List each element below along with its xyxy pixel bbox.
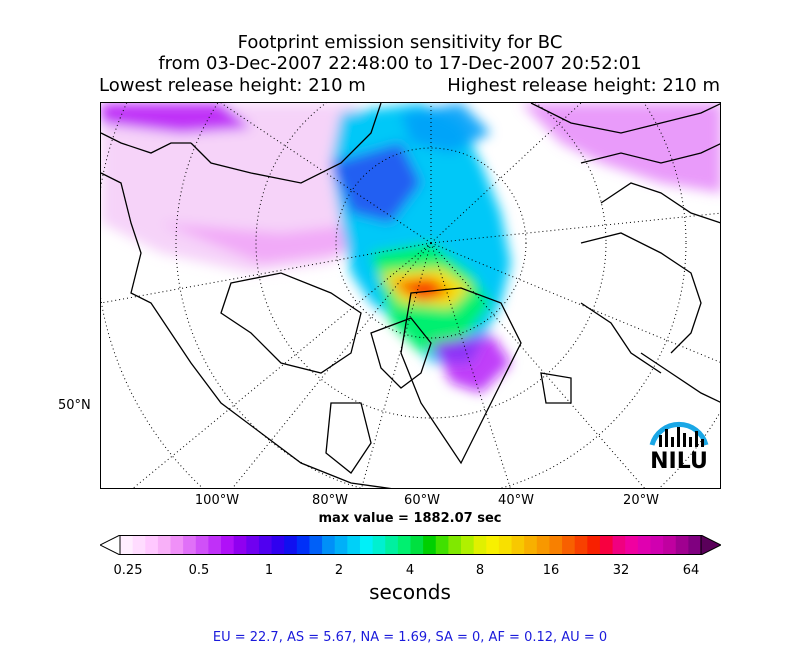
colorbar-min-arrow: [100, 535, 121, 555]
max-value-label: max value = 1882.07 sec: [318, 511, 502, 526]
colorbar-swatch: [612, 535, 626, 555]
colorbar-tick: 32: [612, 563, 630, 578]
nilu-logo: [649, 421, 709, 447]
lon-label-100w: 100°W: [194, 493, 240, 508]
colorbar-swatch: [599, 535, 614, 555]
nilu-logo-text: NILU: [650, 449, 708, 474]
colorbar-swatch: [233, 535, 247, 555]
lon-label-40w: 40°W: [498, 493, 534, 508]
colorbar-swatch: [183, 535, 197, 555]
footprint-map: NILU: [100, 102, 721, 489]
colorbar-swatch: [385, 535, 399, 555]
colorbar-swatch: [195, 535, 209, 555]
colorbar-swatch: [498, 535, 513, 555]
colorbar-swatch: [435, 535, 449, 555]
colorbar-swatch: [221, 535, 235, 555]
colorbar-tick: 0.5: [188, 563, 210, 578]
colorbar-tick: 1: [264, 563, 274, 578]
colorbar: [100, 535, 721, 555]
colorbar-swatch: [524, 535, 538, 555]
lon-label-20w: 20°W: [623, 493, 659, 508]
colorbar-swatch: [448, 535, 462, 555]
colorbar-unit: seconds: [369, 580, 451, 604]
colorbar-swatch: [246, 535, 260, 555]
colorbar-swatch: [688, 535, 702, 555]
lowest-release-height: Lowest release height: 210 m: [99, 75, 366, 96]
colorbar-swatch: [145, 535, 159, 555]
lon-label-80w: 80°W: [312, 493, 348, 508]
colorbar-swatch: [650, 535, 664, 555]
colorbar-swatch: [359, 535, 374, 555]
colorbar-swatch: [157, 535, 172, 555]
colorbar-swatch: [397, 535, 411, 555]
colorbar-swatch: [536, 535, 550, 555]
colorbar-swatch: [309, 535, 323, 555]
colorbar-swatch: [511, 535, 525, 555]
colorbar-swatch: [473, 535, 487, 555]
colorbar-swatch: [208, 535, 222, 555]
colorbar-swatch: [637, 535, 651, 555]
colorbar-swatch: [663, 535, 677, 555]
colorbar-swatch: [120, 535, 134, 555]
colorbar-swatch: [461, 535, 475, 555]
colorbar-tick: 2: [334, 563, 344, 578]
colorbar-swatch: [574, 535, 588, 555]
colorbar-tick: 8: [475, 563, 485, 578]
highest-release-height: Highest release height: 210 m: [447, 75, 720, 96]
colorbar-tick: 0.25: [113, 563, 143, 578]
coastlines: [101, 103, 720, 488]
colorbar-swatch: [284, 535, 298, 555]
colorbar-swatch: [170, 535, 184, 555]
map-canvas: [101, 103, 720, 488]
colorbar-tick: 4: [405, 563, 415, 578]
colorbar-swatch: [549, 535, 563, 555]
colorbar-swatch: [132, 535, 146, 555]
colorbar-swatch: [562, 535, 576, 555]
colorbar-swatch: [486, 535, 500, 555]
colorbar-swatch: [410, 535, 424, 555]
colorbar-swatch: [258, 535, 273, 555]
graticule: [101, 103, 720, 488]
region-contributions: EU = 22.7, AS = 5.67, NA = 1.69, SA = 0,…: [212, 630, 608, 645]
lon-label-60w: 60°W: [404, 493, 440, 508]
title-line-2: from 03-Dec-2007 22:48:00 to 17-Dec-2007…: [158, 53, 642, 74]
colorbar-max-arrow: [700, 535, 721, 555]
colorbar-frame: [119, 535, 702, 555]
colorbar-swatch: [625, 535, 639, 555]
lat-label-50n: 50°N: [58, 398, 91, 413]
colorbar-tick: 16: [542, 563, 560, 578]
colorbar-swatch: [587, 535, 601, 555]
colorbar-tick: 64: [682, 563, 700, 578]
colorbar-swatch: [372, 535, 386, 555]
colorbar-swatch: [675, 535, 689, 555]
title-line-1: Footprint emission sensitivity for BC: [237, 32, 563, 53]
colorbar-swatch: [322, 535, 336, 555]
colorbar-swatch: [347, 535, 361, 555]
colorbar-swatch: [296, 535, 310, 555]
colorbar-swatch: [271, 535, 285, 555]
colorbar-swatch: [334, 535, 348, 555]
colorbar-swatch: [423, 535, 437, 555]
